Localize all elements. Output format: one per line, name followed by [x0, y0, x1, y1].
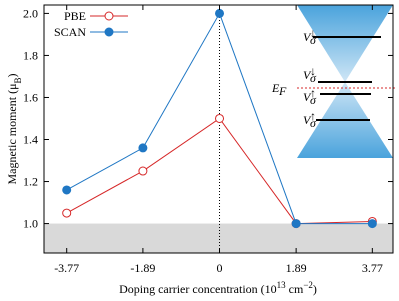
data-point — [138, 166, 148, 176]
x-tick-label: 1.89 — [286, 261, 307, 275]
data-point — [291, 219, 301, 229]
inset-label: E — [271, 81, 280, 95]
inset-label: V — [303, 113, 312, 127]
inset-label-sub: σ — [310, 116, 317, 130]
y-tick-label: 2.0 — [23, 6, 38, 20]
y-tick-label: 1.6 — [23, 90, 38, 104]
legend-marker — [104, 27, 114, 37]
data-point — [62, 208, 72, 218]
label-part: ) — [5, 73, 19, 77]
inset-label: V — [303, 68, 312, 82]
legend-label: SCAN — [54, 25, 86, 39]
label-part: cm — [286, 282, 304, 296]
inset-label: V — [303, 90, 312, 104]
x-tick-label: -1.89 — [130, 261, 155, 275]
data-point — [62, 185, 72, 195]
inset-label-sub: σ — [310, 93, 317, 107]
label-part: −2 — [303, 280, 313, 290]
y-axis-label: Magnetic moment (μB) — [5, 73, 23, 184]
x-tick-label: 0 — [217, 261, 223, 275]
upper-cone — [297, 5, 393, 82]
data-point — [215, 8, 225, 18]
label-part: ) — [313, 282, 317, 296]
y-tick-label: 1.2 — [23, 175, 38, 189]
label-part: Doping carrier concentration (10 — [119, 282, 277, 296]
label-part: B — [13, 77, 23, 83]
inset-label-sub: σ — [310, 33, 317, 47]
y-tick-label: 1.4 — [23, 133, 38, 147]
inset-diagram: V ↓σV ↓σE F V ↑σV ↑σ — [271, 5, 395, 158]
x-tick-label: -3.77 — [54, 261, 79, 275]
shaded-region — [44, 223, 393, 253]
inset-label: V — [303, 30, 312, 44]
y-tick-label: 1.8 — [23, 48, 38, 62]
data-point — [138, 143, 148, 153]
inset-label-sub: σ — [310, 71, 317, 85]
x-axis-label: Doping carrier concentration (1013 cm−2) — [119, 280, 317, 296]
inset-label-sup: ↓ — [310, 26, 316, 40]
plot-area — [44, 5, 393, 253]
legend-marker — [104, 11, 114, 21]
label-part: μ — [5, 83, 19, 89]
x-tick-label: 3.77 — [362, 261, 383, 275]
y-tick-label: 1.0 — [23, 217, 38, 231]
inset-label-sup: ↓ — [310, 64, 316, 78]
label-part: Magnetic moment ( — [5, 90, 19, 185]
inset-label-sup: ↑ — [310, 109, 316, 123]
legend-label: PBE — [64, 9, 86, 23]
inset-label-sub: F — [278, 84, 287, 98]
data-point — [215, 113, 225, 123]
data-point — [367, 219, 377, 229]
axes-frame — [43, 4, 394, 254]
inset-label-sup: ↑ — [310, 86, 316, 100]
label-part: 13 — [277, 280, 287, 290]
legend: PBE SCAN — [54, 9, 128, 39]
